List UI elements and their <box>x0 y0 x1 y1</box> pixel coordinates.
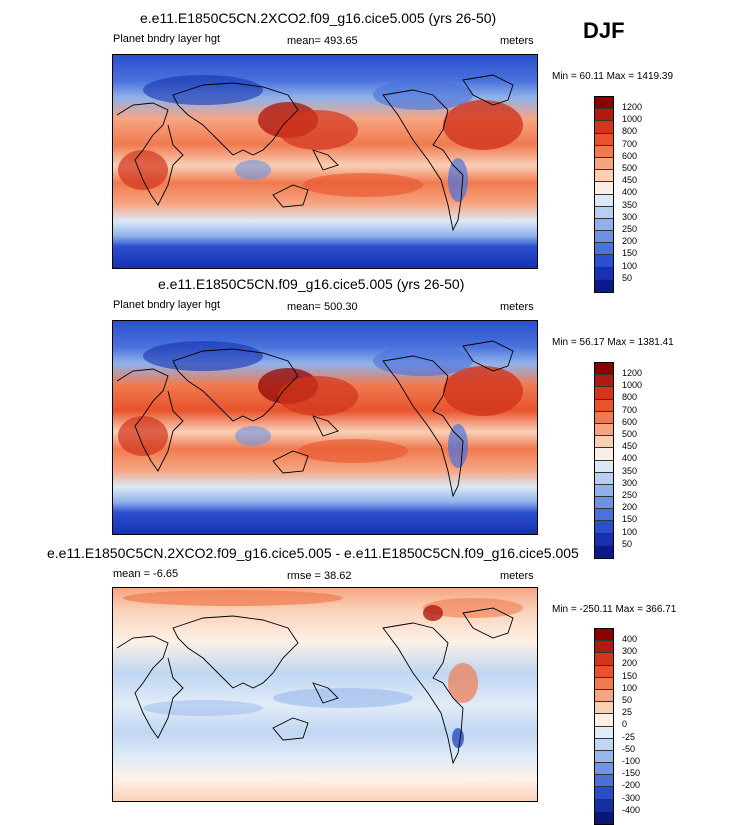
panel-1-tick: 600 <box>622 150 638 161</box>
panel-1-map <box>112 54 538 269</box>
panel-1-title: e.e11.E1850C5CN.2XCO2.f09_g16.cice5.005 … <box>140 10 497 26</box>
panel-1-units-label: meters <box>500 35 534 47</box>
panel-2-mean-label: mean= 500.30 <box>287 301 358 313</box>
panel-1-tick: 50 <box>622 272 633 283</box>
panel-2-tick: 400 <box>622 453 638 464</box>
panel-2-tick: 150 <box>622 514 638 525</box>
panel-1-tick: 500 <box>622 163 638 173</box>
panel-3-tick: 100 <box>622 682 638 693</box>
panel-3-tick: -150 <box>622 768 641 779</box>
panel-2-tick: 600 <box>622 416 638 427</box>
panel-3-tick: -25 <box>622 731 636 742</box>
panel-2-tick: 1200 <box>622 368 643 378</box>
panel-1-tick: 1200 <box>622 102 643 112</box>
panel-1-mean-label: mean= 493.65 <box>287 35 358 47</box>
panel-2-tick: 200 <box>622 502 638 513</box>
panel-3-map <box>112 587 538 802</box>
panel-1-tick: 450 <box>622 175 638 186</box>
panel-3-tick: -400 <box>622 804 641 815</box>
panel-1-tick: 200 <box>622 236 638 247</box>
panel-3-minmax: Min = -250.11 Max = 366.71 <box>552 604 677 615</box>
panel-2-tick: 450 <box>622 441 638 452</box>
panel-2-tick: 300 <box>622 477 638 488</box>
panel-2-tick: 500 <box>622 429 638 439</box>
panel-1-tick: 100 <box>622 260 638 271</box>
panel-2-tick: 100 <box>622 526 638 537</box>
panel-2-colorbar <box>594 362 614 559</box>
panel-1-tick: 350 <box>622 199 638 210</box>
panel-1-tick: 150 <box>622 248 638 259</box>
panel-2-tick: 1000 <box>622 380 643 391</box>
panel-2-tick: 250 <box>622 490 638 500</box>
panel-3-tick: 150 <box>622 670 638 681</box>
panel-1-minmax: Min = 60.11 Max = 1419.39 <box>552 71 674 82</box>
panel-3-tick: -50 <box>622 743 636 754</box>
panel-3-tick: -100 <box>622 756 641 766</box>
panel-3-tick: -200 <box>622 780 641 791</box>
panel-3-units-label: meters <box>500 570 534 582</box>
panel-3-mean-label: mean = -6.65 <box>113 568 179 580</box>
panel-2-title: e.e11.E1850C5CN.f09_g16.cice5.005 (yrs 2… <box>158 276 465 292</box>
panel-3-rmse-label: rmse = 38.62 <box>287 570 352 582</box>
panel-2-tick: 350 <box>622 465 638 476</box>
panel-2-tick: 800 <box>622 392 638 403</box>
season-label: DJF <box>583 18 625 43</box>
panel-3-tick: 0 <box>622 719 628 730</box>
panel-1-colorbar <box>594 96 614 293</box>
panel-1-tick: 300 <box>622 211 638 222</box>
panel-2-variable-label: Planet bndry layer hgt <box>113 299 221 311</box>
panel-2-tick: 700 <box>622 404 638 415</box>
panel-2-minmax: Min = 56.17 Max = 1381.41 <box>552 337 674 348</box>
panel-3-tick: 25 <box>622 707 633 718</box>
panel-2-tick: 50 <box>622 538 633 549</box>
panel-3-tick: 300 <box>622 646 638 657</box>
panel-3-tick: 200 <box>622 658 638 669</box>
panel-3-tick: 400 <box>622 634 638 644</box>
panel-2-units-label: meters <box>500 301 534 313</box>
panel-1-variable-label: Planet bndry layer hgt <box>113 33 221 45</box>
panel-3-tick: 50 <box>622 695 633 705</box>
panel-1-tick: 400 <box>622 187 638 198</box>
panel-3-title: e.e11.E1850C5CN.2XCO2.f09_g16.cice5.005 … <box>47 545 579 561</box>
panel-3-tick: -300 <box>622 792 641 803</box>
panel-1-tick: 700 <box>622 138 638 149</box>
panel-2-map <box>112 320 538 535</box>
panel-1-tick: 800 <box>622 126 638 137</box>
panel-1-tick: 1000 <box>622 114 643 125</box>
panel-1-tick: 250 <box>622 224 638 234</box>
panel-3-colorbar <box>594 628 614 825</box>
